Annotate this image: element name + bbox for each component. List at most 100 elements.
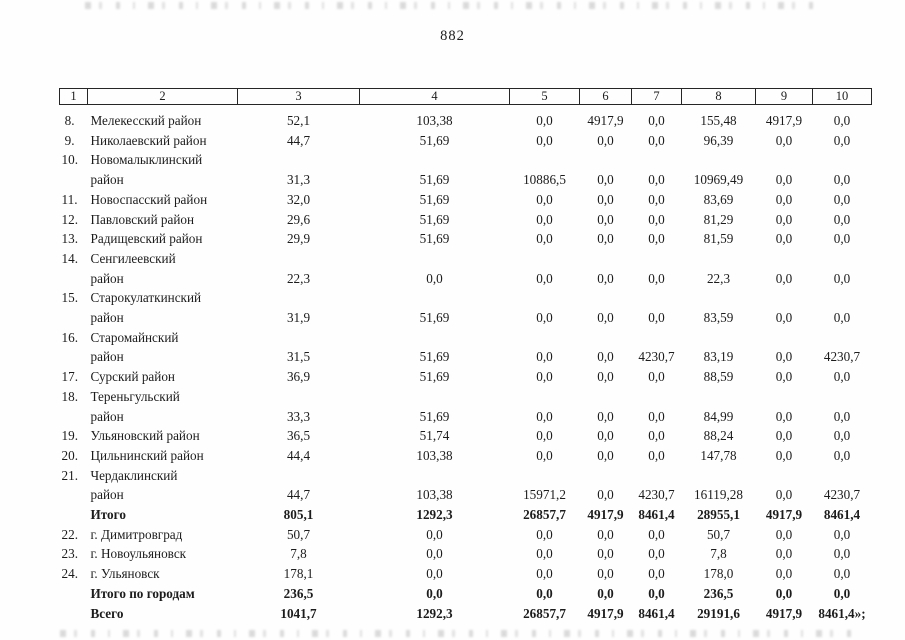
value-cell: 15971,2 — [523, 487, 566, 503]
value-cell: 0,0 — [648, 191, 665, 207]
value-cell: 10886,5 — [523, 172, 566, 188]
value-cell: 0,0 — [536, 546, 553, 562]
row-number-cell: 20. — [61, 447, 78, 463]
value-cell: 0,0 — [536, 113, 553, 128]
row-number-cell: 10. — [61, 152, 78, 168]
value-cell: 0,0 — [775, 487, 793, 503]
value-cell: 0,0 — [648, 113, 665, 128]
value-cell: 0,0 — [536, 369, 553, 385]
district-name-cell: Старомайнский район — [90, 329, 179, 365]
value-cell: 31,5 — [286, 349, 311, 365]
table-row: 22. г. Димитровград 50,7 0,0 0,0 0,0 0,0 50,7 0,… — [60, 525, 872, 545]
value-cell: 0,0 — [775, 132, 793, 148]
value-cell: 81,59 — [703, 231, 734, 247]
value-cell: 16119,28 — [694, 487, 743, 503]
value-cell: 51,74 — [419, 428, 450, 444]
table-row: 14. Сенгилеевский район 22,3 0,0 0,0 0,0 0,0 22,… — [60, 249, 872, 288]
value-cell: 4917,9 — [587, 507, 624, 523]
page-number: 882 — [440, 28, 465, 44]
value-cell: 50,7 — [706, 526, 731, 542]
value-cell: 81,29 — [703, 211, 734, 227]
row-number-cell — [60, 604, 88, 624]
value-cell: 0,0 — [775, 270, 793, 286]
value-cell: 0,0 — [833, 428, 851, 444]
value-cell: 0,0 — [648, 211, 665, 227]
value-cell: 0,0 — [536, 231, 553, 247]
value-cell: 0,0 — [536, 310, 553, 326]
value-cell: 0,0 — [597, 310, 614, 326]
header-cell: 4 — [359, 88, 510, 105]
district-name-cell: г. Ульяновск — [90, 566, 160, 582]
header-cell: 8 — [681, 88, 756, 105]
value-cell: 0,0 — [536, 132, 553, 148]
row-number-cell: 14. — [61, 250, 78, 266]
value-cell: 0,0 — [536, 408, 553, 424]
header-cell: 7 — [631, 88, 682, 105]
value-cell: 84,99 — [703, 408, 734, 424]
row-number-cell: 22. — [61, 526, 78, 542]
district-name-cell: Ульяновский район — [90, 428, 200, 444]
value-cell: 0,0 — [597, 231, 614, 247]
value-cell: 0,0 — [597, 566, 614, 582]
value-cell: 0,0 — [536, 191, 553, 207]
value-cell: 29,9 — [286, 231, 311, 247]
value-cell: 0,0 — [597, 447, 614, 463]
value-cell: 0,0 — [426, 526, 443, 542]
district-name-cell: Радищевский район — [90, 231, 203, 247]
value-cell: 0,0 — [833, 191, 851, 207]
value-cell: 0,0 — [833, 113, 851, 128]
value-cell: 103,38 — [416, 113, 453, 128]
value-cell: 32,0 — [286, 191, 311, 207]
value-cell: 0,0 — [597, 191, 614, 207]
value-cell: 0,0 — [597, 487, 614, 503]
value-cell: 0,0 — [775, 546, 793, 562]
table-row: Всего 1041,7 1292,3 26857,7 4917,9 8461,4 2919… — [60, 604, 872, 624]
value-cell: 51,69 — [419, 132, 450, 148]
value-cell: 0,0 — [536, 270, 553, 286]
table-row: 11. Новоспасский район 32,0 51,69 0,0 0,0 0,0 8… — [60, 190, 872, 210]
district-name-cell: Итого по городам — [90, 585, 195, 601]
district-name-cell: Новомалыклинский район — [90, 152, 203, 188]
value-cell: 0,0 — [648, 310, 665, 326]
row-number-cell: 21. — [61, 467, 78, 483]
value-cell: 0,0 — [833, 310, 851, 326]
district-name-cell: г. Новоульяновск — [90, 546, 187, 562]
value-cell: 7,8 — [710, 546, 727, 562]
value-cell: 26857,7 — [523, 507, 566, 523]
table-row: Итого 805,1 1292,3 26857,7 4917,9 8461,4 28955… — [60, 505, 872, 525]
value-cell: 0,0 — [833, 566, 851, 582]
table-header-row: 1 2 3 4 5 6 7 8 9 10 — [59, 88, 872, 105]
value-cell: 28955,1 — [697, 507, 740, 523]
value-cell: 96,39 — [703, 132, 734, 148]
value-cell: 0,0 — [775, 526, 793, 542]
value-cell: 44,4 — [286, 447, 311, 463]
row-number-cell: 24. — [61, 566, 78, 582]
header-cell: 3 — [237, 88, 360, 105]
value-cell: 83,59 — [703, 310, 734, 326]
district-name-cell: Новоспасский район — [90, 191, 208, 207]
value-cell: 0,0 — [775, 231, 793, 247]
value-cell: 0,0 — [775, 447, 793, 463]
table-body: 8. Мелекесский район 52,1 103,38 0,0 4917,9 0,… — [60, 105, 872, 624]
row-number-cell: 12. — [61, 211, 78, 227]
row-number-cell: 23. — [61, 546, 78, 562]
value-cell: 4230,7 — [823, 487, 861, 503]
table-row: 13. Радищевский район 29,9 51,69 0,0 0,0 0,0 81… — [60, 229, 872, 249]
value-cell: 1041,7 — [280, 605, 317, 621]
value-cell: 4917,9 — [765, 605, 803, 621]
value-cell: 236,5 — [703, 585, 734, 601]
table-row: 23. г. Новоульяновск 7,8 0,0 0,0 0,0 0,0 7,8 0,0… — [60, 544, 872, 564]
value-cell: 51,69 — [419, 349, 450, 365]
row-number-cell: 13. — [61, 231, 78, 247]
value-cell: 1292,3 — [416, 507, 453, 523]
row-number-cell: 15. — [61, 290, 78, 306]
table-row: 24. г. Ульяновск 178,1 0,0 0,0 0,0 0,0 178,0 0,0… — [60, 564, 872, 584]
table-row: 12. Павловский район 29,6 51,69 0,0 0,0 0,0 81,… — [60, 210, 872, 230]
district-name-cell: Цильнинский район — [90, 447, 204, 463]
header-cell: 6 — [579, 88, 632, 105]
district-name-cell: Старокулаткинский район — [90, 290, 202, 326]
district-name-cell: г. Димитровград — [90, 526, 183, 542]
value-cell: 0,0 — [775, 191, 793, 207]
value-cell: 0,0 — [536, 585, 553, 601]
row-number-cell: 11. — [61, 191, 78, 207]
